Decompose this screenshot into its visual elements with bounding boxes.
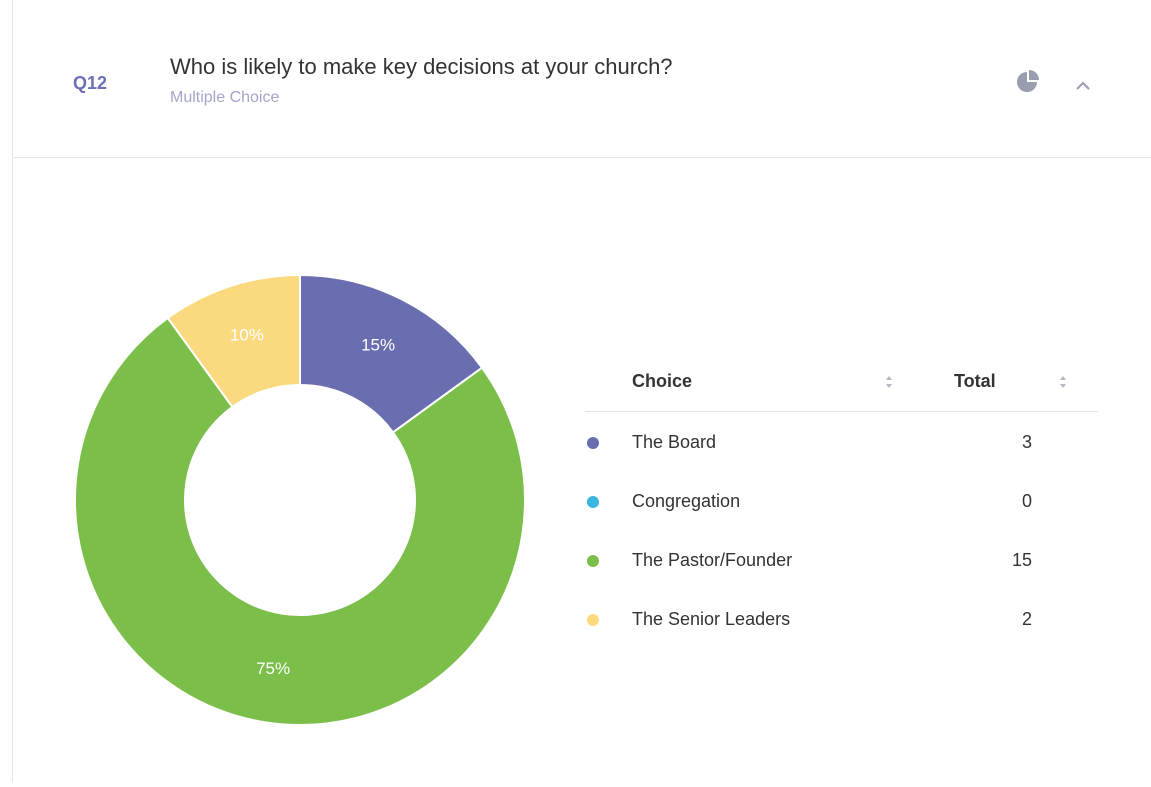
choice-total: 0 (1022, 491, 1032, 511)
choice-name: The Board (632, 432, 716, 452)
legend-dot (587, 614, 599, 626)
choice-total: 15 (1012, 550, 1032, 570)
legend-dot (587, 437, 599, 449)
donut-chart: 15% 75% 10% (74, 273, 526, 726)
choice-name: The Senior Leaders (632, 609, 790, 629)
slice-label: 10% (230, 326, 264, 345)
slice-label: 15% (361, 336, 395, 355)
sort-icon[interactable] (886, 376, 892, 388)
column-header[interactable]: Choice (632, 371, 692, 391)
chart-type-icon[interactable] (1017, 70, 1039, 92)
results-table: Choice Total The Board 3 Congregation 0 The … (585, 371, 1098, 629)
sort-icon[interactable] (1060, 376, 1066, 388)
question-title: Who is likely to make key decisions at y… (170, 54, 673, 79)
legend-dot (587, 496, 599, 508)
question-type: Multiple Choice (170, 89, 279, 106)
column-header[interactable]: Total (954, 371, 996, 391)
choice-name: The Pastor/Founder (632, 550, 792, 570)
choice-total: 2 (1022, 609, 1032, 629)
legend-dot (587, 555, 599, 567)
collapse-icon[interactable] (1076, 81, 1090, 90)
donut-slice (166, 273, 301, 409)
donut-slice (74, 316, 526, 726)
choice-total: 3 (1022, 432, 1032, 452)
choice-name: Congregation (632, 491, 740, 511)
question-id: Q12 (73, 73, 107, 93)
slice-label: 75% (256, 659, 290, 678)
